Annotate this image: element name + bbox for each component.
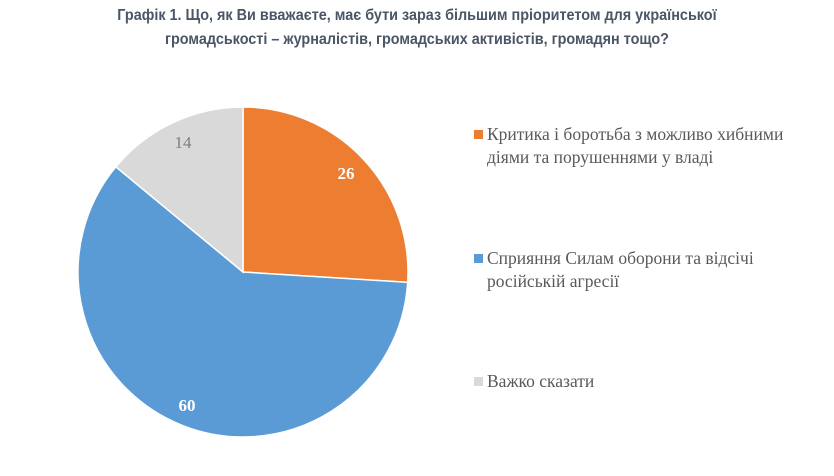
data-label: 26 bbox=[338, 164, 355, 183]
legend-swatch bbox=[474, 377, 483, 386]
pie-slice bbox=[242, 106, 409, 284]
data-label: 14 bbox=[175, 133, 193, 152]
legend-item: Критика і боротьба з можливо хибними дія… bbox=[474, 123, 794, 169]
chart-title: Графік 1. Що, як Ви вважаєте, має бути з… bbox=[117, 7, 717, 48]
legend-label: Критика і боротьба з можливо хибними дія… bbox=[487, 124, 784, 167]
legend-label: Сприяння Силам оборони та відсічі російс… bbox=[487, 248, 754, 291]
legend-item: Сприяння Силам оборони та відсічі російс… bbox=[474, 247, 794, 293]
legend-item: Важко сказати bbox=[474, 370, 794, 393]
pie-slice bbox=[77, 165, 409, 438]
legend-swatch bbox=[474, 254, 483, 263]
pie-slice bbox=[114, 106, 244, 274]
data-label: 60 bbox=[179, 396, 196, 415]
legend-swatch bbox=[474, 130, 483, 139]
legend-label: Важко сказати bbox=[487, 371, 595, 391]
